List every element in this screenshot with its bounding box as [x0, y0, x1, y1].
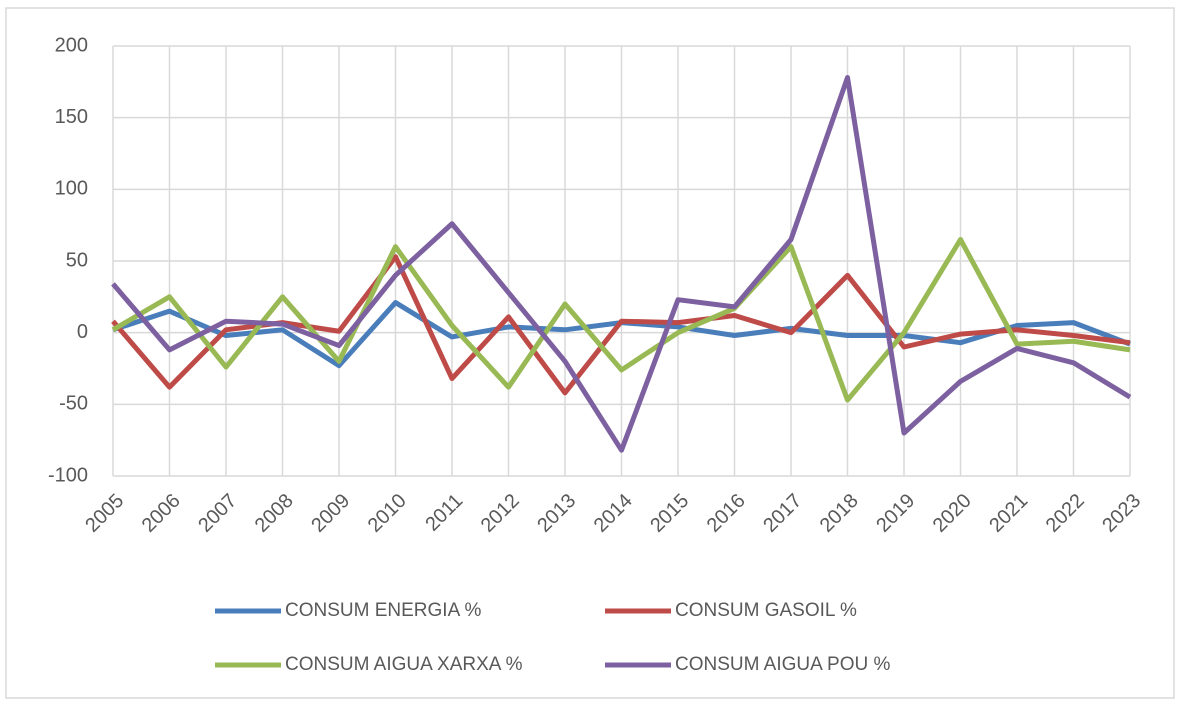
- x-tick-label: 2011: [421, 490, 467, 536]
- legend-label: CONSUM AIGUA POU %: [675, 654, 890, 675]
- x-tick-label: 2019: [872, 490, 919, 537]
- x-tick-label: 2021: [985, 490, 1032, 537]
- x-tick-label: 2012: [477, 490, 524, 537]
- x-tick-label: 2022: [1042, 490, 1089, 537]
- x-tick-label: 2014: [590, 490, 637, 537]
- x-tick-label: 2020: [929, 490, 976, 537]
- x-tick-label: 2016: [703, 490, 750, 537]
- y-tick-label: 150: [55, 106, 88, 128]
- x-tick-label: 2006: [138, 490, 185, 537]
- chart-border: [5, 7, 1175, 699]
- x-tick-label: 2008: [251, 490, 298, 537]
- x-tick-label: 2007: [194, 490, 241, 537]
- x-tick-label: 2023: [1098, 490, 1145, 537]
- series-line: [111, 75, 1132, 453]
- legend-label: CONSUM AIGUA XARXA %: [285, 654, 523, 675]
- x-tick-label: 2017: [759, 490, 806, 537]
- x-tick-label: 2018: [816, 490, 863, 537]
- y-tick-label: -100: [48, 464, 88, 486]
- legend-label: CONSUM GASOIL %: [675, 600, 857, 621]
- legend-label: CONSUM ENERGIA %: [285, 600, 481, 621]
- lines: [111, 75, 1132, 453]
- y-tick-label: -50: [59, 393, 88, 415]
- y-tick-label: 100: [55, 178, 88, 200]
- x-tick-label: 2010: [364, 490, 411, 537]
- y-tick-label: 200: [55, 34, 88, 56]
- y-tick-label: 50: [66, 249, 88, 271]
- x-tick-label: 2005: [81, 490, 128, 537]
- grid: [112, 45, 1131, 477]
- x-tick-label: 2015: [646, 490, 693, 537]
- legend: CONSUM ENERGIA % CONSUM GASOIL % CONSUM AI…: [215, 600, 890, 675]
- y-tick-label: 0: [77, 321, 88, 343]
- x-tick-label: 2009: [307, 490, 354, 537]
- x-tick-label: 2013: [533, 490, 580, 537]
- series-line: [111, 237, 1131, 403]
